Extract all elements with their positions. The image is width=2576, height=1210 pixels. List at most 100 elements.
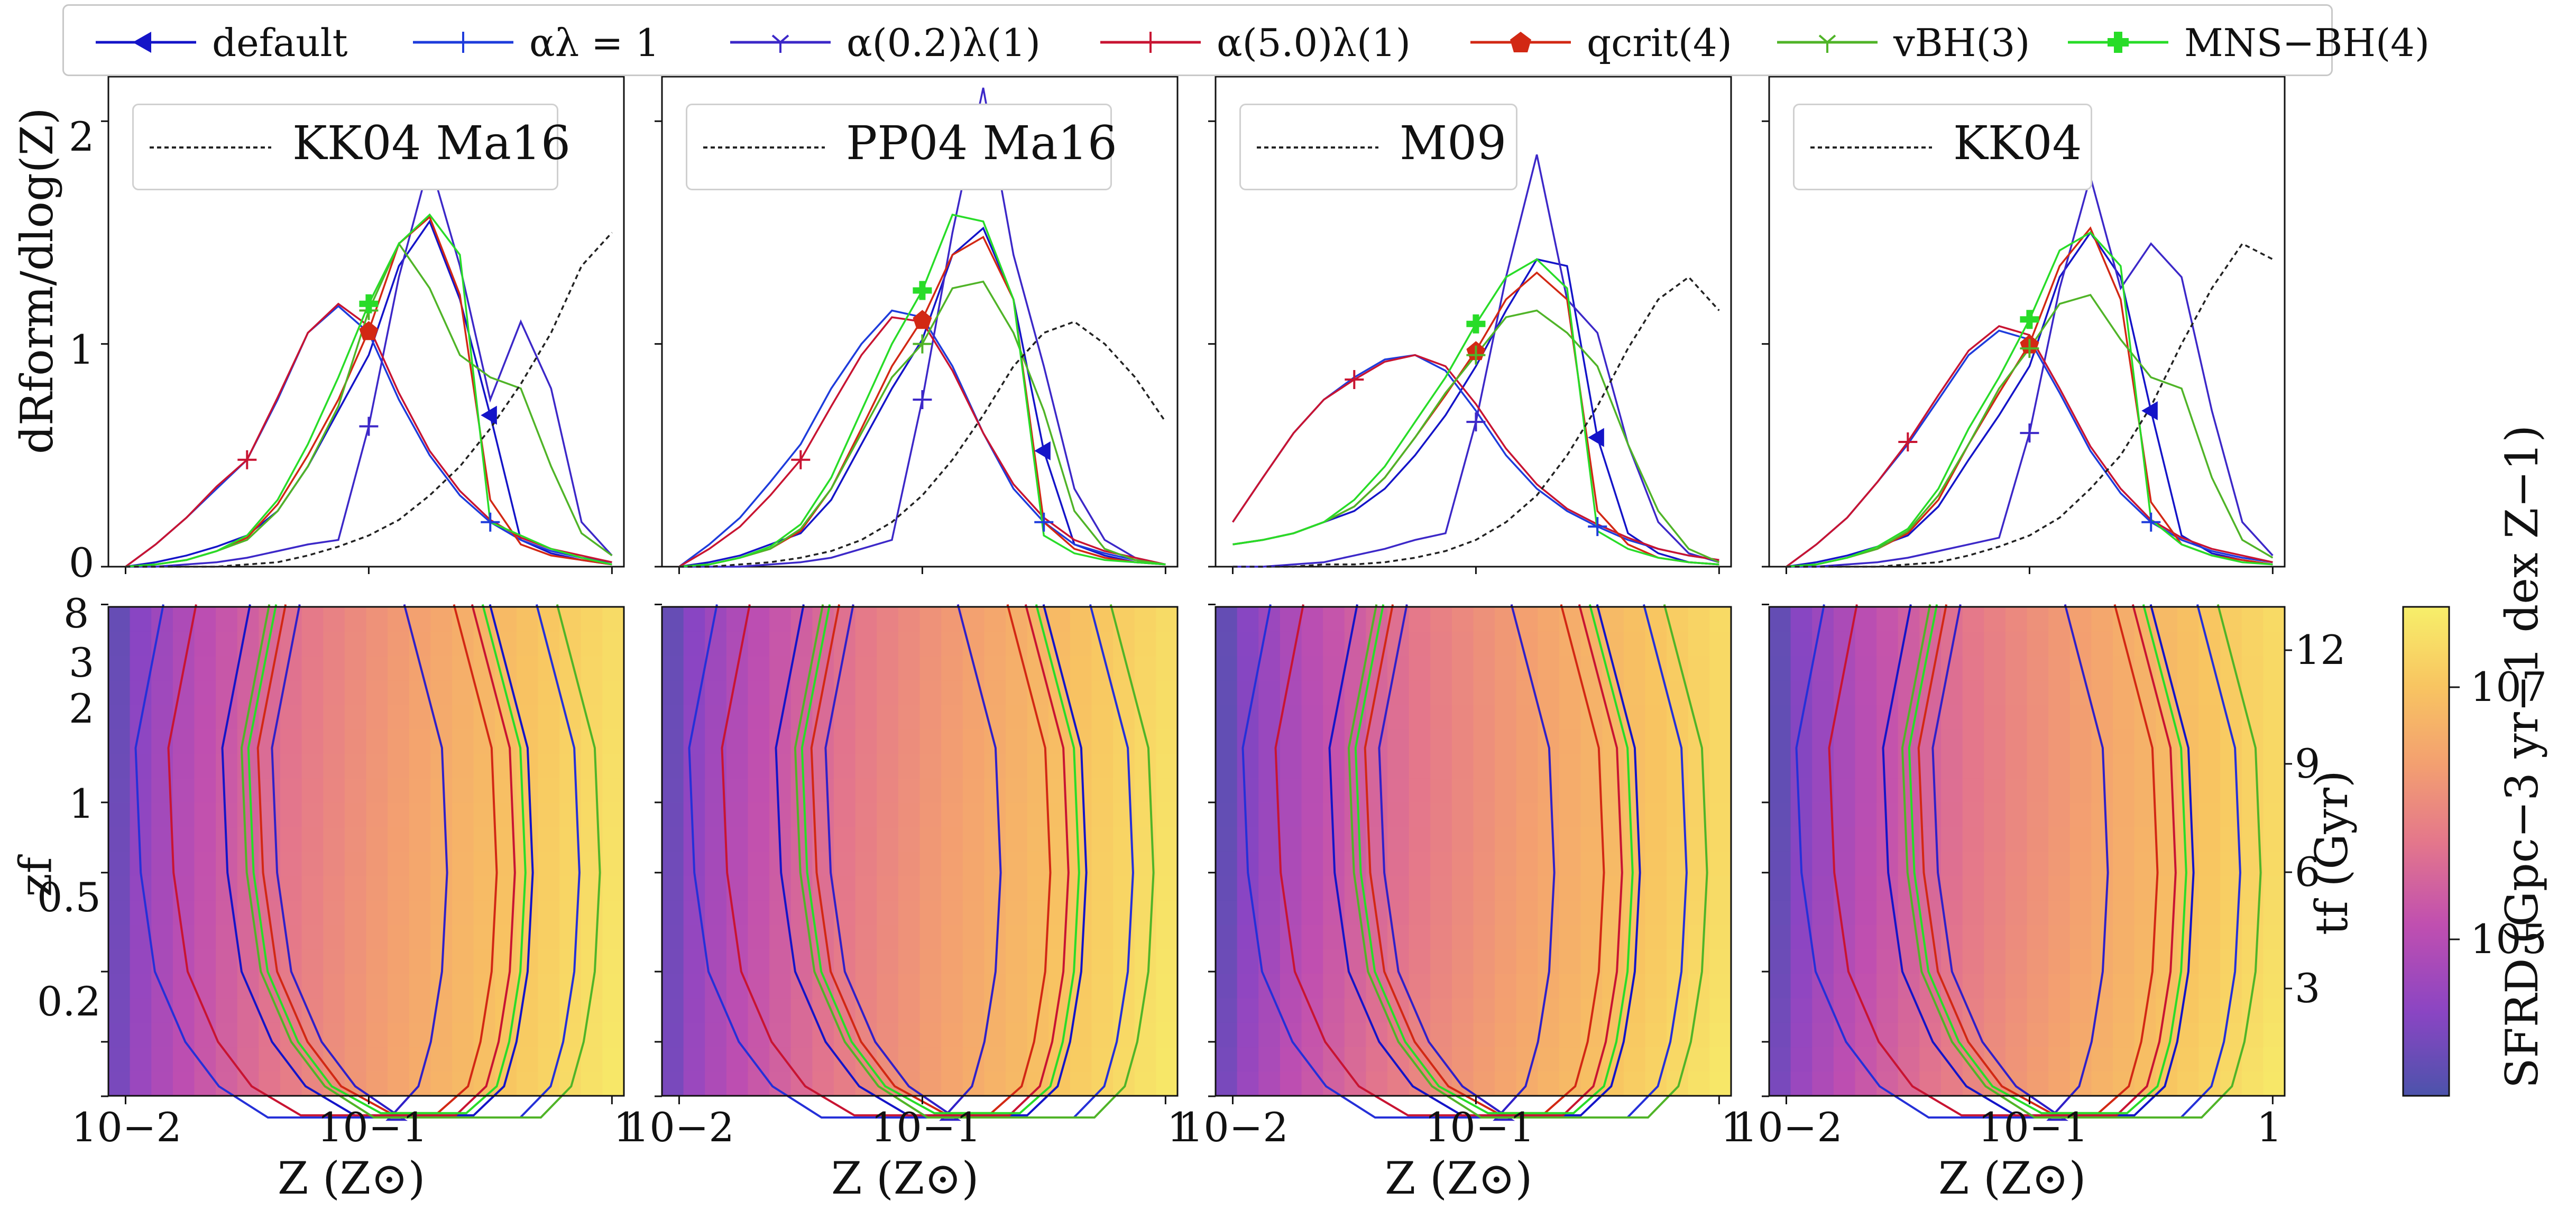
heatmap-cell [366, 729, 388, 754]
heatmap-cell [430, 1071, 453, 1096]
heatmap-cell [898, 1047, 921, 1072]
heatmap-cell [473, 900, 495, 925]
heatmap-cell [172, 827, 195, 852]
heatmap-cell [705, 680, 727, 705]
heatmap-cell [1941, 655, 1963, 681]
heatmap-cell [898, 705, 921, 729]
heatmap-cell [130, 949, 152, 974]
heatmap-cell [834, 875, 856, 901]
heatmap-cell [516, 900, 539, 925]
heatmap-cell [452, 875, 474, 901]
heatmap-cell [1559, 827, 1581, 852]
heatmap-cell [1091, 705, 1114, 729]
heatmap-cell [581, 998, 603, 1023]
line-vBH(3) [125, 242, 613, 568]
heatmap-cell [2220, 1071, 2242, 1096]
heatmap-cell [194, 1022, 216, 1048]
heatmap-cell [323, 827, 345, 852]
heatmap-cell [1790, 949, 1813, 974]
heatmap-cell [1559, 998, 1581, 1023]
heatmap-cell [2027, 1071, 2049, 1096]
contour-α(0.2)λ(1) [1931, 604, 2109, 1121]
heatmap-cell [769, 925, 792, 950]
heatmap-cell [301, 949, 324, 974]
marker-α(5.0)λ(1) [237, 450, 257, 469]
heatmap-cell [1812, 1071, 1834, 1096]
heatmap-cell [2113, 1022, 2135, 1048]
heatmap-cell [172, 851, 195, 876]
heatmap-cell [1237, 729, 1259, 754]
heatmap-cell [1237, 1022, 1259, 1048]
heatmap-cell [602, 1022, 624, 1048]
heatmap-cell [834, 851, 856, 876]
heatmap-cell [941, 778, 963, 803]
panel-legend-4: KK04 [1793, 104, 2092, 190]
heatmap-cell [855, 851, 877, 876]
heatmap-cell [1070, 827, 1092, 852]
heatmap-cell [2134, 925, 2156, 950]
heatmap-cell [877, 1022, 899, 1048]
heatmap-cell [344, 729, 367, 754]
heatmap-cell [602, 900, 624, 925]
heatmap-cell [2113, 778, 2135, 803]
heatmap-cell [1430, 1022, 1452, 1048]
heatmap-cell [1855, 778, 1877, 803]
heatmap-cell [1301, 827, 1323, 852]
heatmap-cell [1769, 802, 1791, 827]
heatmap-cell [1855, 875, 1877, 901]
xtick-p2-0: 10−2 [624, 1104, 734, 1151]
heatmap-cell [1156, 900, 1178, 925]
heatmap-cell [683, 607, 705, 632]
heatmap-cell [452, 729, 474, 754]
heatmap-cell [301, 753, 324, 779]
heatmap-cell [1430, 607, 1452, 632]
heatmap-cell [581, 778, 603, 803]
heatmap-cell [280, 827, 302, 852]
heatmap-cell [855, 1071, 877, 1096]
heatmap-cell [1473, 1022, 1495, 1048]
heatmap-cell [898, 729, 921, 754]
heatmap-cell [898, 1022, 921, 1048]
heatmap-cell [984, 631, 1006, 657]
heatmap-cell [409, 729, 431, 754]
heatmap-cell [1709, 778, 1732, 803]
heatmap-cell [366, 875, 388, 901]
heatmap-cell [2177, 1071, 2200, 1096]
heatmap-cell [984, 680, 1006, 705]
heatmap-cell [1898, 1071, 1920, 1096]
heatmap-cell [194, 705, 216, 729]
heatmap-cell [2198, 973, 2221, 999]
heatmap-cell [1919, 607, 1942, 632]
heatmap-cell [726, 1071, 749, 1096]
line-α(5.0)λ(1) [678, 316, 1166, 568]
heatmap-cell [1495, 680, 1517, 705]
heatmap-cell [705, 1071, 727, 1096]
heatmap-cell [1876, 631, 1899, 657]
heatmap-cell [452, 827, 474, 852]
heatmap-cell [2241, 900, 2264, 925]
colorbar [2402, 606, 2450, 1097]
line-qcrit(4) [125, 215, 612, 568]
heatmap-cell [1091, 949, 1114, 974]
heatmap-cell [1495, 925, 1517, 950]
heatmap-cell [1538, 631, 1560, 657]
heatmap-cell [1237, 778, 1259, 803]
heatmap-cell [1495, 802, 1517, 827]
heatmap-cell [790, 998, 813, 1023]
heatmap-cell [409, 998, 431, 1023]
heatmap-cell [1070, 802, 1092, 827]
heatmap-cell [1790, 998, 1813, 1023]
heatmap-cell [1559, 802, 1581, 827]
heatmap-cell [2263, 778, 2285, 803]
heatmap-cell [2048, 851, 2071, 876]
bottom-panel-frame-1 [107, 606, 625, 1097]
heatmap-cell [2069, 827, 2092, 852]
heatmap-cell [834, 827, 856, 852]
heatmap-cell [1495, 900, 1517, 925]
x-axis-label-2: Z (Z⊙) [831, 1152, 979, 1204]
heatmap-cell [452, 925, 474, 950]
heatmap-cell [1091, 1022, 1114, 1048]
heatmap-cell [2113, 925, 2135, 950]
heatmap-cell [2091, 1047, 2113, 1072]
heatmap-cell [1941, 802, 1963, 827]
